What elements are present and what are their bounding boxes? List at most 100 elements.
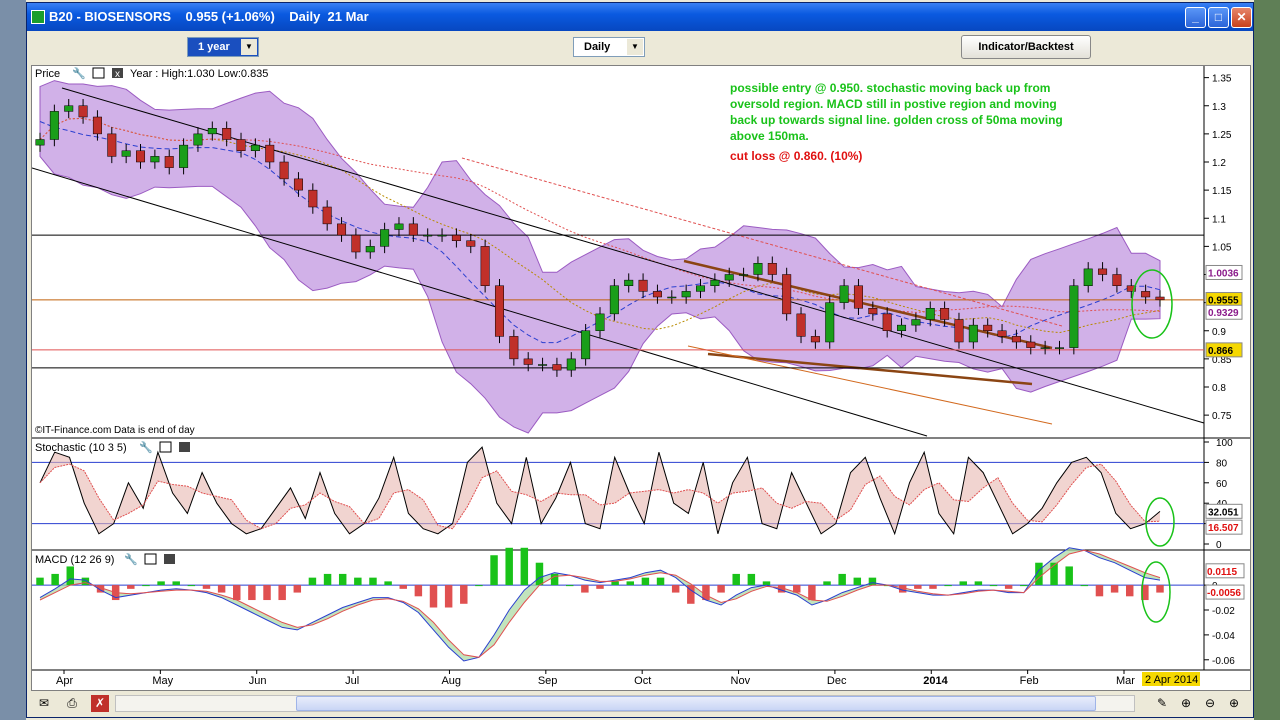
macd-histogram-bar: [338, 573, 347, 586]
x-tick-label: Nov: [731, 675, 751, 687]
macd-panel-label: MACD (12 26 9): [35, 554, 114, 566]
candle-body: [337, 223, 347, 236]
price-tag-bg: [1205, 264, 1243, 280]
candle-body: [408, 223, 418, 236]
stoch-y-tick-label: 80: [1216, 458, 1228, 469]
macd-histogram-bar: [581, 585, 589, 593]
stoch-tag: 16.507: [1208, 523, 1239, 534]
highlight-circle-macd: [1141, 561, 1171, 623]
macd-histogram-bar: [732, 573, 740, 586]
title-bar[interactable]: B20 - BIOSENSORS 0.955 (+1.06%) Daily 21…: [27, 3, 1253, 31]
chart-area[interactable]: 1.351.31.251.21.151.11.0510.950.90.850.8…: [31, 65, 1251, 691]
macd-histogram-bar: [414, 585, 423, 597]
macd-histogram-bar: [989, 585, 998, 587]
price-y-tick-label: 1.05: [1212, 242, 1232, 253]
range-select[interactable]: 1 year ▼: [187, 37, 259, 57]
highlight-circle-price: [1131, 269, 1173, 339]
interval-select[interactable]: Daily ▼: [573, 37, 645, 57]
macd-histogram-bar: [853, 577, 862, 586]
close-button[interactable]: ✕: [1231, 7, 1252, 28]
candle-body: [810, 336, 820, 343]
macd-histogram-bar: [308, 577, 317, 586]
wrench-icon[interactable]: 🔧: [139, 440, 153, 454]
zoom-out-icon[interactable]: ⊖: [1204, 696, 1216, 710]
wrench-icon[interactable]: 🔧: [124, 552, 138, 566]
toolbar: 1 year ▼ Daily ▼ Indicator/Backtest: [27, 31, 1253, 63]
price-tag: 0.9329: [1208, 308, 1239, 319]
candle-body: [983, 324, 993, 331]
candle-body: [696, 285, 706, 292]
price-y-tick-label: 1.35: [1212, 74, 1232, 85]
mail-icon[interactable]: ✉: [38, 696, 50, 710]
macd-y-tick-label: -0.04: [1212, 631, 1235, 642]
macd-histogram-bar: [959, 581, 967, 586]
price-y-tick-label: 0.8: [1212, 383, 1226, 394]
print-icon[interactable]: ⎙: [67, 696, 77, 710]
analysis-note-red: cut loss @ 0.860. (10%): [730, 149, 862, 163]
macd-panel: 0-0.02-0.04-0.06 MACD (12 26 9) 🔧 0.0115…: [32, 547, 1250, 667]
price-y-tick-label: 1.2: [1212, 158, 1226, 169]
close-panel-icon[interactable]: [164, 554, 175, 564]
candle-body: [308, 189, 318, 208]
candle-body: [107, 133, 117, 157]
wedge-lower-line: [707, 352, 1033, 386]
delete-icon[interactable]: ✗: [91, 695, 109, 712]
zoom-fit-icon[interactable]: ⊕: [1180, 696, 1192, 710]
window-icon[interactable]: [144, 553, 157, 565]
wrench-icon[interactable]: 🔧: [72, 66, 86, 80]
interval-select-value: Daily: [584, 41, 611, 53]
macd-histogram-bar: [399, 585, 407, 589]
x-tick-label: 2014: [923, 675, 948, 687]
candle-body: [911, 319, 921, 326]
macd-histogram-bar: [263, 585, 271, 601]
candle-body: [925, 308, 935, 320]
candle-body: [179, 144, 189, 168]
macd-histogram-bar: [475, 585, 483, 587]
window-icon[interactable]: [92, 67, 105, 79]
close-panel-icon[interactable]: [112, 68, 123, 78]
candle-body: [595, 313, 605, 331]
date-badge-bg: [1142, 672, 1200, 686]
macd-histogram-bar: [1020, 585, 1028, 587]
macd-tag: -0.0056: [1207, 588, 1241, 599]
app-icon: [31, 10, 45, 24]
price-y-tick-label: 0.75: [1212, 411, 1232, 422]
minimize-button[interactable]: _: [1185, 7, 1206, 28]
price-y-tick-label: 1.1: [1212, 214, 1226, 225]
chevron-down-icon: ▼: [627, 39, 643, 55]
candle-body: [1126, 285, 1136, 292]
candle-body: [997, 330, 1007, 337]
chevron-down-icon: ▼: [241, 39, 257, 55]
candle-body: [638, 279, 648, 292]
pencil-icon[interactable]: ✎: [1156, 696, 1168, 710]
x-tick-label: Aug: [441, 675, 461, 687]
scroll-thumb[interactable]: [296, 696, 1096, 711]
price-panel-label: Price: [35, 68, 60, 80]
horizontal-scrollbar[interactable]: [115, 695, 1135, 712]
price-tag: 1.0036: [1208, 268, 1239, 279]
macd-histogram-bar: [202, 585, 211, 589]
macd-histogram-bar: [898, 585, 907, 593]
candle-body: [954, 319, 964, 343]
candle-body: [92, 116, 102, 135]
candle-body: [968, 324, 978, 343]
macd-histogram-bar: [550, 573, 559, 586]
candle-body: [279, 161, 289, 180]
candle-body: [523, 358, 533, 365]
candle-body: [1141, 291, 1151, 298]
range-select-value: 1 year: [198, 41, 230, 53]
price-tag-bg: [1205, 342, 1243, 358]
indicator-backtest-button[interactable]: Indicator/Backtest: [961, 35, 1091, 59]
close-panel-icon[interactable]: [179, 442, 190, 452]
window-icon[interactable]: [159, 441, 172, 453]
macd-histogram-bar: [233, 585, 241, 601]
macd-histogram-bar: [505, 547, 513, 586]
stoch-fill: [40, 447, 1160, 534]
maximize-button[interactable]: □: [1208, 7, 1229, 28]
macd-histogram-bar: [914, 585, 922, 589]
candle-body: [451, 234, 461, 241]
candle-body: [480, 246, 490, 286]
macd-histogram-bar: [1141, 585, 1149, 601]
zoom-in-icon[interactable]: ⊕: [1228, 696, 1240, 710]
macd-histogram-bar: [747, 573, 756, 586]
